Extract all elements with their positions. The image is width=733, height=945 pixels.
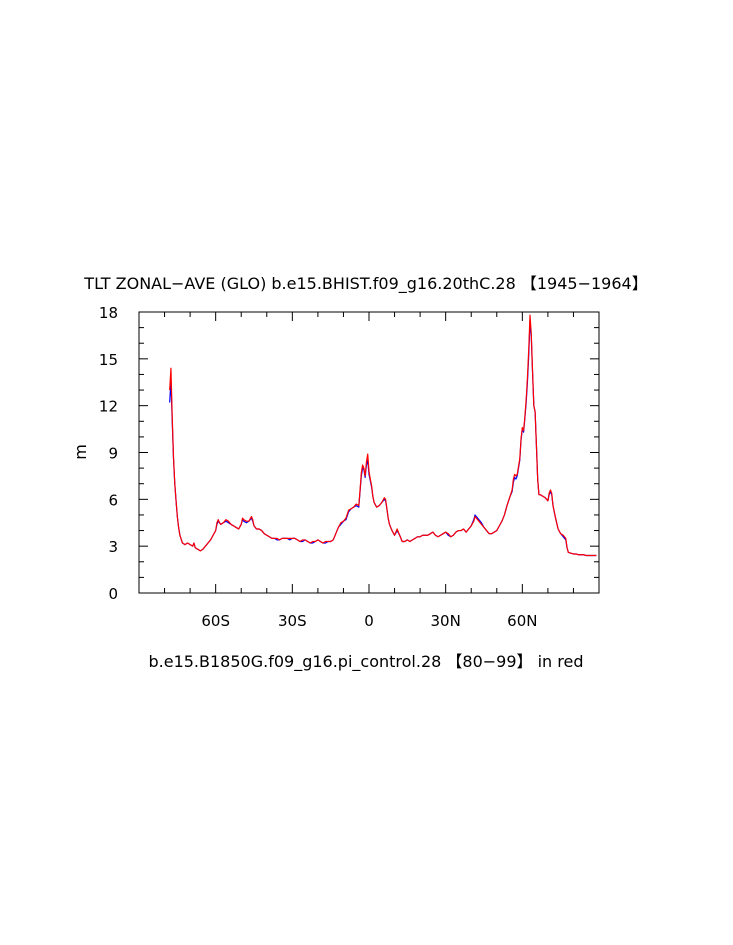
series-group <box>169 314 597 557</box>
plot-frame <box>138 311 600 594</box>
y-axis-label: m <box>71 444 90 460</box>
series-line-2 <box>169 314 597 557</box>
y-tick-label: 0 <box>108 585 118 603</box>
y-tick-label: 18 <box>99 304 118 322</box>
x-tick-label: 60N <box>507 612 537 630</box>
x-tick-label: 0 <box>364 612 374 630</box>
y-tick-label: 6 <box>108 491 118 509</box>
axes-group: 0 3 6 9 12 15 18 60S 30S 0 30N 60N <box>99 304 600 630</box>
x-tick-label: 60S <box>201 612 230 630</box>
chart-subtitle: b.e15.B1850G.f09_g16.pi_control.28 【80−9… <box>148 652 583 672</box>
x-tick-label: 30S <box>278 612 307 630</box>
chart-title: TLT ZONAL−AVE (GLO) b.e15.BHIST.f09_g16.… <box>83 274 647 294</box>
y-tick-label: 15 <box>99 351 118 369</box>
x-tick-label: 30N <box>431 612 461 630</box>
y-tick-label: 9 <box>108 445 118 463</box>
y-tick-label: 3 <box>108 538 118 556</box>
y-tick-label: 12 <box>99 398 118 416</box>
